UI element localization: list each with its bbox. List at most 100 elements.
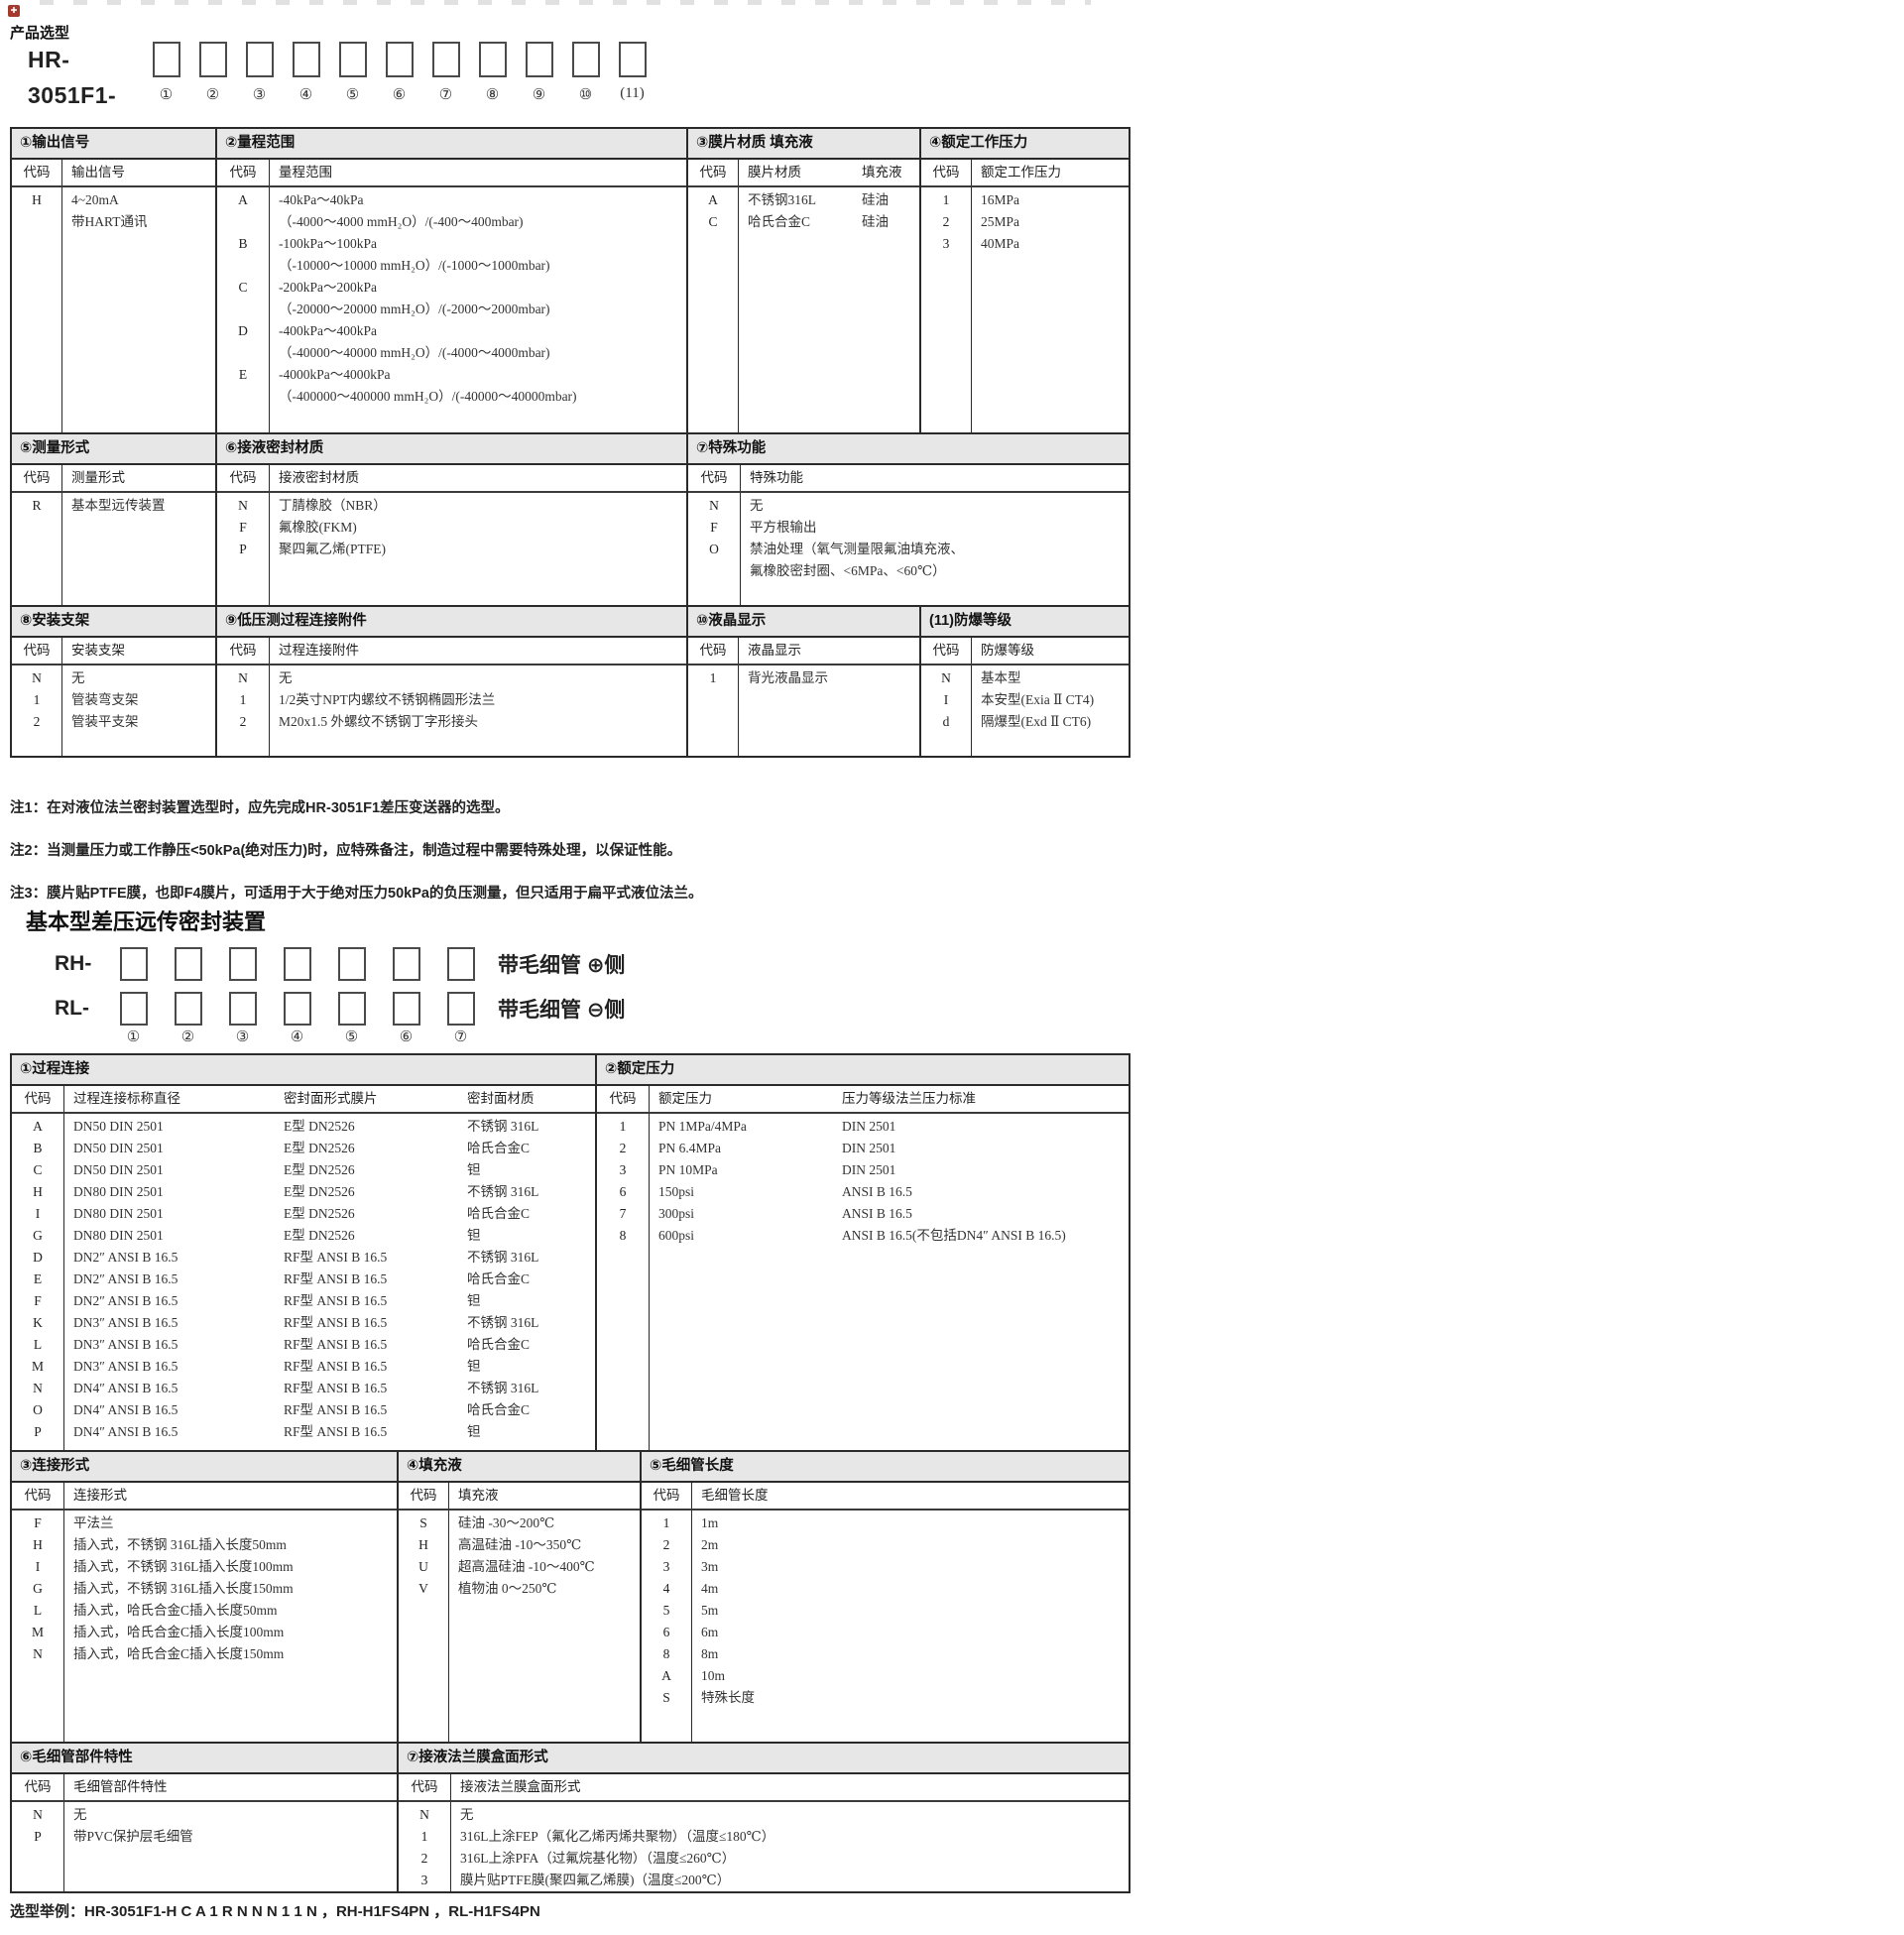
- table-row: 3 膜片贴PTFE膜(聚四氟乙烯膜)（温度≤200℃）: [399, 1870, 1129, 1891]
- code-cell: F: [688, 517, 740, 539]
- value-cell: 无: [450, 1804, 1129, 1826]
- text-line: -400kPa～400kPa: [279, 323, 377, 338]
- text-line: ANSI B 16.5(不包括DN4″ ANSI B 16.5): [842, 1228, 1066, 1243]
- text-line: RF型 ANSI B 16.5: [284, 1293, 388, 1308]
- selection-box[interactable]: [385, 42, 414, 77]
- value-cell: 平方根输出: [740, 517, 1129, 539]
- selector-unit: ⑧: [469, 42, 516, 104]
- column-header: 过程连接附件: [279, 643, 359, 658]
- section-body: 代码 毛细管长度 1 1m 2 2m 3 3m 4 4m 5 5m 6 6m 8 8m A 10m S 特殊长度: [642, 1483, 1129, 1742]
- table-row: B DN50 DIN 2501 E型 DN2526 哈氏合金C: [12, 1138, 595, 1159]
- value-cell: DN2″ ANSI B 16.5: [63, 1290, 274, 1312]
- table-section: ⑥接液密封材质 代码 接液密封材质 N 丁腈橡胶（NBR） F 氟橡胶(FKM) P 聚四氟乙烯…: [215, 434, 686, 605]
- value-cell: 硅油: [852, 189, 919, 211]
- rh-code-selector: RH- 带毛细管 ⊕侧: [55, 947, 625, 981]
- text-line: A: [33, 1119, 43, 1134]
- table-band: ⑤测量形式 代码 测量形式 R 基本型远传装置 ⑥接液密封材质 代码 接液密封材质 N 丁腈橡胶（…: [10, 432, 1130, 607]
- text-line: C: [708, 214, 718, 229]
- code-cell: F: [12, 1512, 63, 1534]
- code-cell: H: [399, 1534, 448, 1556]
- code-cell: 2: [597, 1138, 649, 1159]
- selection-box[interactable]: [478, 42, 507, 77]
- selection-box[interactable]: [152, 42, 180, 77]
- selection-box[interactable]: [392, 947, 420, 981]
- section-title: ⑦特殊功能: [688, 434, 1129, 465]
- selection-box[interactable]: [525, 42, 553, 77]
- selection-box[interactable]: [283, 947, 311, 981]
- selection-box[interactable]: [245, 42, 274, 77]
- table-row: 2 2m: [642, 1534, 1129, 1556]
- section-body: 代码 量程范围 A -40kPa～40kPa （-4000～4000 mmH₂O）/(-…: [217, 160, 686, 432]
- rl-code-selector: RL- 带毛细管 ⊖侧: [55, 992, 625, 1026]
- table-row: N 基本型: [921, 667, 1129, 689]
- selector-unit: [379, 992, 433, 1026]
- text-line: 不锈钢 316L: [467, 1250, 539, 1265]
- section-body: 代码 接液法兰膜盒面形式 N 无 1 316L上涂FEP（氟化乙烯丙烯共聚物）（温度≤18…: [399, 1774, 1129, 1891]
- code-cell: 1: [921, 189, 971, 211]
- text-line: 1/2英寸NPT内螺纹不锈钢椭圆形法兰: [279, 692, 496, 707]
- selection-box[interactable]: [338, 42, 367, 77]
- selection-box[interactable]: [618, 42, 647, 77]
- text-line: G: [33, 1228, 43, 1243]
- text-line: 8m: [701, 1646, 719, 1661]
- text-line: 300psi: [658, 1206, 695, 1221]
- text-line: H: [32, 192, 42, 207]
- value-cell: 1m: [691, 1512, 1129, 1534]
- value-cell: 不锈钢 316L: [457, 1378, 595, 1399]
- selector-unit: [106, 992, 161, 1026]
- text-line: 1: [942, 192, 950, 207]
- text-line: 无: [750, 498, 764, 513]
- transmitter-selection-table: ①输出信号 代码 输出信号 H 4~20mA 带HART通讯 ②量程范围 代码 量程范围 A -40…: [10, 127, 1130, 758]
- section-rows: H 4~20mA 带HART通讯: [12, 187, 215, 432]
- text-line: 插入式，哈氏合金C插入长度50mm: [73, 1603, 278, 1618]
- text-line: D: [238, 323, 248, 338]
- text-line: N: [33, 1807, 43, 1822]
- selection-box[interactable]: [392, 992, 420, 1026]
- selection-box[interactable]: [119, 947, 148, 981]
- selection-box[interactable]: [174, 947, 202, 981]
- table-row: 2 316L上涂PFA（过氟烷基化物）（温度≤260℃）: [399, 1848, 1129, 1870]
- selection-box[interactable]: [446, 992, 475, 1026]
- selector-position-number: ⑥: [392, 87, 407, 103]
- selection-box[interactable]: [283, 992, 311, 1026]
- column-header: 额定工作压力: [981, 165, 1061, 180]
- note-line: 注2：当测量压力或工作静压<50kPa(绝对压力)时，应特殊备注，制造过程中需要…: [10, 843, 682, 859]
- selection-box[interactable]: [198, 42, 227, 77]
- value-cell: 无: [61, 667, 215, 689]
- selection-box[interactable]: [571, 42, 600, 77]
- value-cell: RF型 ANSI B 16.5: [274, 1378, 457, 1399]
- section-rows: N 无 1 1/2英寸NPT内螺纹不锈钢椭圆形法兰 2 M20x1.5 外螺纹不锈钢丁字形…: [217, 665, 686, 756]
- table-section: ⑤测量形式 代码 测量形式 R 基本型远传装置: [12, 434, 215, 605]
- selection-box[interactable]: [119, 992, 148, 1026]
- table-section: ④额定工作压力 代码 额定工作压力 1 16MPa 2 25MPa 3 40MPa: [919, 129, 1129, 432]
- text-line: 2: [619, 1141, 627, 1155]
- selection-box[interactable]: [228, 992, 257, 1026]
- text-line: 哈氏合金C: [748, 214, 811, 229]
- table-row: 1 16MPa: [921, 189, 1129, 211]
- table-section: (11)防爆等级 代码 防爆等级 N 基本型 I 本安型(Exia Ⅱ CT4) d 隔爆型(E…: [919, 607, 1129, 756]
- section-body: 代码 连接形式 F 平法兰 H 插入式，不锈钢 316L插入长度50mm I 插入式，不锈钢 …: [12, 1483, 397, 1742]
- table-row: 1 316L上涂FEP（氟化乙烯丙烯共聚物）（温度≤180℃）: [399, 1826, 1129, 1848]
- text-line: H: [33, 1537, 43, 1552]
- selection-box[interactable]: [431, 42, 460, 77]
- selection-box[interactable]: [228, 947, 257, 981]
- selection-box[interactable]: [292, 42, 320, 77]
- selection-box[interactable]: [337, 947, 366, 981]
- selection-box[interactable]: [337, 992, 366, 1026]
- selection-box[interactable]: [446, 947, 475, 981]
- text-line: B: [33, 1141, 43, 1155]
- selection-box[interactable]: [174, 992, 202, 1026]
- code-cell: I: [12, 1556, 63, 1578]
- value-cell: DN50 DIN 2501: [63, 1116, 274, 1138]
- table-row: E DN2″ ANSI B 16.5 RF型 ANSI B 16.5 哈氏合金C: [12, 1269, 595, 1290]
- value-cell: 600psi: [649, 1225, 832, 1247]
- text-line: ANSI B 16.5: [842, 1206, 912, 1221]
- section-title: (11)防爆等级: [921, 607, 1129, 638]
- value-cell: 无: [740, 495, 1129, 517]
- selector-unit: [270, 992, 324, 1026]
- table-section: ⑦接液法兰膜盒面形式 代码 接液法兰膜盒面形式 N 无 1 316L上涂FEP（氟化乙烯丙烯…: [397, 1744, 1129, 1891]
- section-title: ③连接形式: [12, 1452, 397, 1483]
- table-row: 1 1/2英寸NPT内螺纹不锈钢椭圆形法兰: [217, 689, 686, 711]
- selector-position-number: ⑩: [578, 87, 593, 103]
- text-line: E型 DN2526: [284, 1206, 355, 1221]
